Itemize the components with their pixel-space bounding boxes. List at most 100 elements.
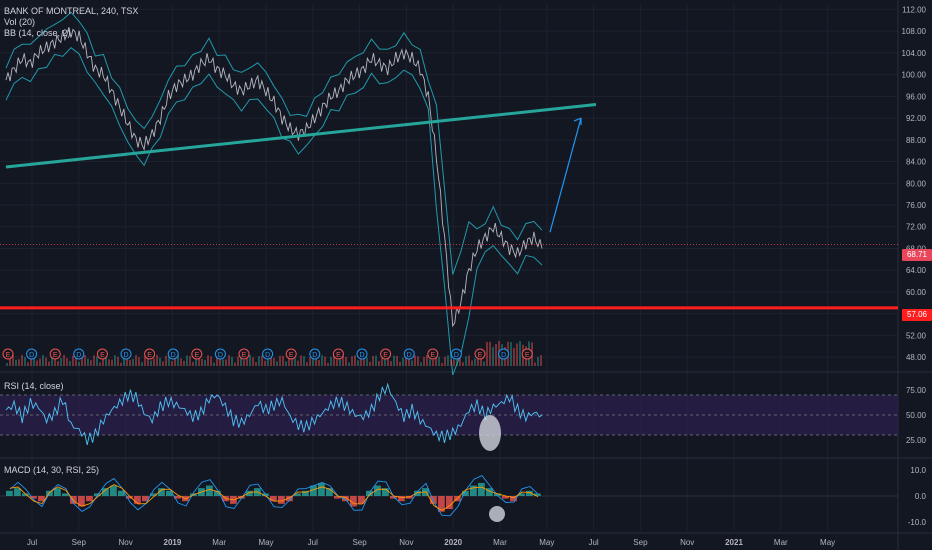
volume-indicator-label[interactable]: Vol (20) xyxy=(4,17,36,27)
earnings-marker xyxy=(96,348,108,360)
time-tick-label: Mar xyxy=(212,538,226,547)
earnings-marker xyxy=(285,348,297,360)
macd-histogram-bar xyxy=(310,485,317,496)
volume-bar xyxy=(213,362,215,366)
earnings-marker-label: D xyxy=(407,352,412,359)
volume-bar xyxy=(24,357,26,366)
earnings-marker xyxy=(120,348,132,360)
earnings-marker-label: E xyxy=(53,352,58,359)
rsi-tick-label: 25.00 xyxy=(906,436,927,445)
time-tick-label: May xyxy=(258,538,273,547)
macd-histogram-bar xyxy=(398,496,405,502)
volume-bar xyxy=(339,359,341,366)
earnings-marker xyxy=(498,348,510,360)
macd-histogram-bar xyxy=(446,496,453,510)
volume-bar xyxy=(45,357,47,366)
earnings-marker xyxy=(144,348,156,360)
volume-bar xyxy=(513,347,515,366)
volume-bar xyxy=(459,357,461,366)
volume-bar xyxy=(165,355,167,366)
volume-bar xyxy=(186,355,188,366)
macd-histogram-bar xyxy=(30,496,37,499)
rsi-pane xyxy=(0,382,898,451)
volume-bar xyxy=(324,356,326,366)
volume-bar xyxy=(33,355,35,366)
volume-bar xyxy=(54,355,56,366)
volume-bar xyxy=(231,356,233,366)
volume-bar xyxy=(123,356,125,366)
volume-bar xyxy=(162,361,164,366)
volume-bar xyxy=(276,361,278,366)
rsi-label[interactable]: RSI (14, close) xyxy=(4,381,64,391)
macd-highlight-circle xyxy=(489,506,505,522)
macd-label[interactable]: MACD (14, 30, RSI, 25) xyxy=(4,465,100,475)
volume-bar xyxy=(39,358,41,366)
earnings-marker-label: E xyxy=(478,352,483,359)
forecast-arrow-head xyxy=(573,117,582,126)
bollinger-indicator-label[interactable]: BB (14, close, 2) xyxy=(4,28,71,38)
volume-bar xyxy=(372,356,374,366)
time-tick-label: Nov xyxy=(118,538,132,547)
volume-bar xyxy=(375,355,377,366)
rsi-tick-label: 75.00 xyxy=(906,386,927,395)
volume-bar xyxy=(489,341,491,366)
volume-bar xyxy=(426,355,428,366)
macd-histogram-bar xyxy=(158,488,165,496)
volume-bar xyxy=(219,355,221,366)
volume-bar xyxy=(438,356,440,366)
volume-bar xyxy=(258,356,260,366)
volume-bar xyxy=(240,355,242,366)
time-tick-label: 2021 xyxy=(725,538,743,547)
trendline xyxy=(5,103,597,169)
macd-histogram-bar xyxy=(246,490,253,496)
volume-bar xyxy=(279,355,281,366)
volume-bar xyxy=(204,360,206,366)
volume-bar xyxy=(519,341,521,366)
volume-bar xyxy=(51,355,53,366)
macd-histogram-bar xyxy=(270,496,277,502)
volume-bar xyxy=(189,356,191,366)
volume-bar xyxy=(261,355,263,366)
macd-tick-label: -10.0 xyxy=(908,518,927,527)
price-tick-label: 68.00 xyxy=(906,244,927,253)
time-tick-label: Mar xyxy=(493,538,507,547)
volume-bar xyxy=(252,357,254,366)
rsi-tick-label: 50.00 xyxy=(906,411,927,420)
earnings-marker-label: D xyxy=(123,352,128,359)
volume-bar xyxy=(15,359,17,366)
price-tick-label: 64.00 xyxy=(906,266,927,275)
price-tick-label: 84.00 xyxy=(906,158,927,167)
macd-histogram-bar xyxy=(110,485,117,496)
chart-title[interactable]: BANK OF MONTREAL, 240, TSX xyxy=(4,6,139,16)
volume-bar xyxy=(147,355,149,366)
price-tick-label: 100.00 xyxy=(902,71,927,80)
earnings-marker xyxy=(49,348,61,360)
earnings-marker-label: E xyxy=(100,352,105,359)
volume-bar xyxy=(315,359,317,366)
volume-bar xyxy=(423,357,425,366)
volume-bar xyxy=(321,355,323,366)
price-tick-label: 48.00 xyxy=(906,353,927,362)
volume-bar xyxy=(402,357,404,366)
volume-bar xyxy=(210,356,212,366)
volume-bar xyxy=(291,355,293,366)
earnings-marker xyxy=(167,348,179,360)
volume-bar xyxy=(48,361,50,366)
macd-histogram-bar xyxy=(142,496,149,502)
volume-bar xyxy=(105,355,107,366)
volume-bar xyxy=(348,362,350,366)
volume-bar xyxy=(108,359,110,366)
volume-bar xyxy=(135,355,137,366)
volume-bar xyxy=(120,362,122,366)
volume-bar xyxy=(435,355,437,366)
earnings-marker-label: D xyxy=(454,352,459,359)
earnings-marker-label: D xyxy=(265,352,270,359)
earnings-marker-label: E xyxy=(6,352,11,359)
macd-histogram-bar xyxy=(526,490,533,496)
price-tick-label: 52.00 xyxy=(906,331,927,340)
price-tick-label: 76.00 xyxy=(906,201,927,210)
macd-histogram-bar xyxy=(14,488,21,496)
macd-histogram-bar xyxy=(102,488,109,496)
macd-histogram-bar xyxy=(334,496,341,499)
